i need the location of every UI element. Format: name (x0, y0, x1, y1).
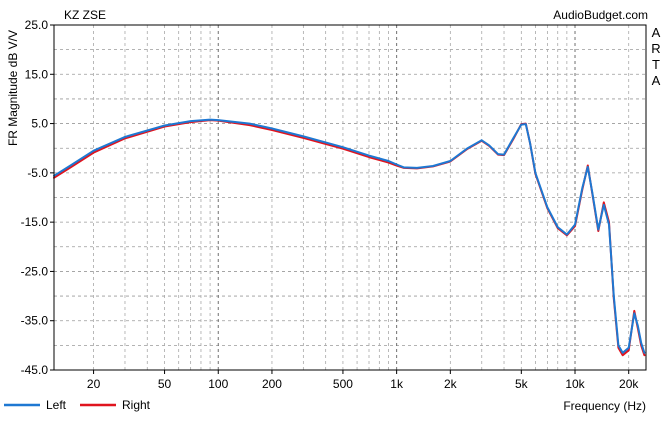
y-tick-label: -45.0 (21, 363, 49, 377)
y-tick-label: 5.0 (31, 117, 48, 131)
y-axis-label: FR Magnitude dB V/V (6, 30, 20, 146)
legend-label-right: Right (122, 398, 151, 412)
y-tick-label: -15.0 (21, 215, 49, 229)
x-tick-label: 200 (262, 377, 282, 391)
side-label-letter: A (652, 73, 661, 88)
series-line-right (53, 119, 646, 357)
legend-label-left: Left (46, 398, 67, 412)
axis-layer: 25.0 15.0 5.0 -5.0 -15.0 -25.0 -35.0 -45.0 20 50 1… (21, 18, 640, 391)
side-label-letter: R (651, 41, 660, 56)
x-tick-label: 20 (87, 377, 101, 391)
x-tick-label: 10k (565, 377, 585, 391)
y-tick-label: -25.0 (21, 264, 49, 278)
series-line-left (53, 118, 646, 354)
x-tick-label: 100 (208, 377, 228, 391)
x-tick-label: 2k (444, 377, 458, 391)
side-label-letter: T (652, 57, 660, 72)
legend: Left Right (4, 398, 151, 412)
x-axis-label: Frequency (Hz) (563, 399, 646, 413)
y-tick-label: 25.0 (25, 18, 49, 32)
source-label: AudioBudget.com (553, 8, 648, 22)
x-tick-label: 1k (390, 377, 404, 391)
x-tick-label: 500 (333, 377, 353, 391)
chart-title: KZ ZSE (64, 8, 106, 22)
y-tick-label: -5.0 (27, 166, 48, 180)
plot-frame (53, 24, 647, 371)
y-tick-label: -35.0 (21, 314, 49, 328)
x-tick-label: 20k (619, 377, 639, 391)
x-tick-label: 5k (515, 377, 529, 391)
side-label-letter: A (652, 25, 661, 40)
y-tick-label: 15.0 (25, 67, 49, 81)
plot-lines-layer (53, 118, 646, 357)
x-tick-label: 50 (158, 377, 172, 391)
grid-layer (54, 25, 646, 370)
